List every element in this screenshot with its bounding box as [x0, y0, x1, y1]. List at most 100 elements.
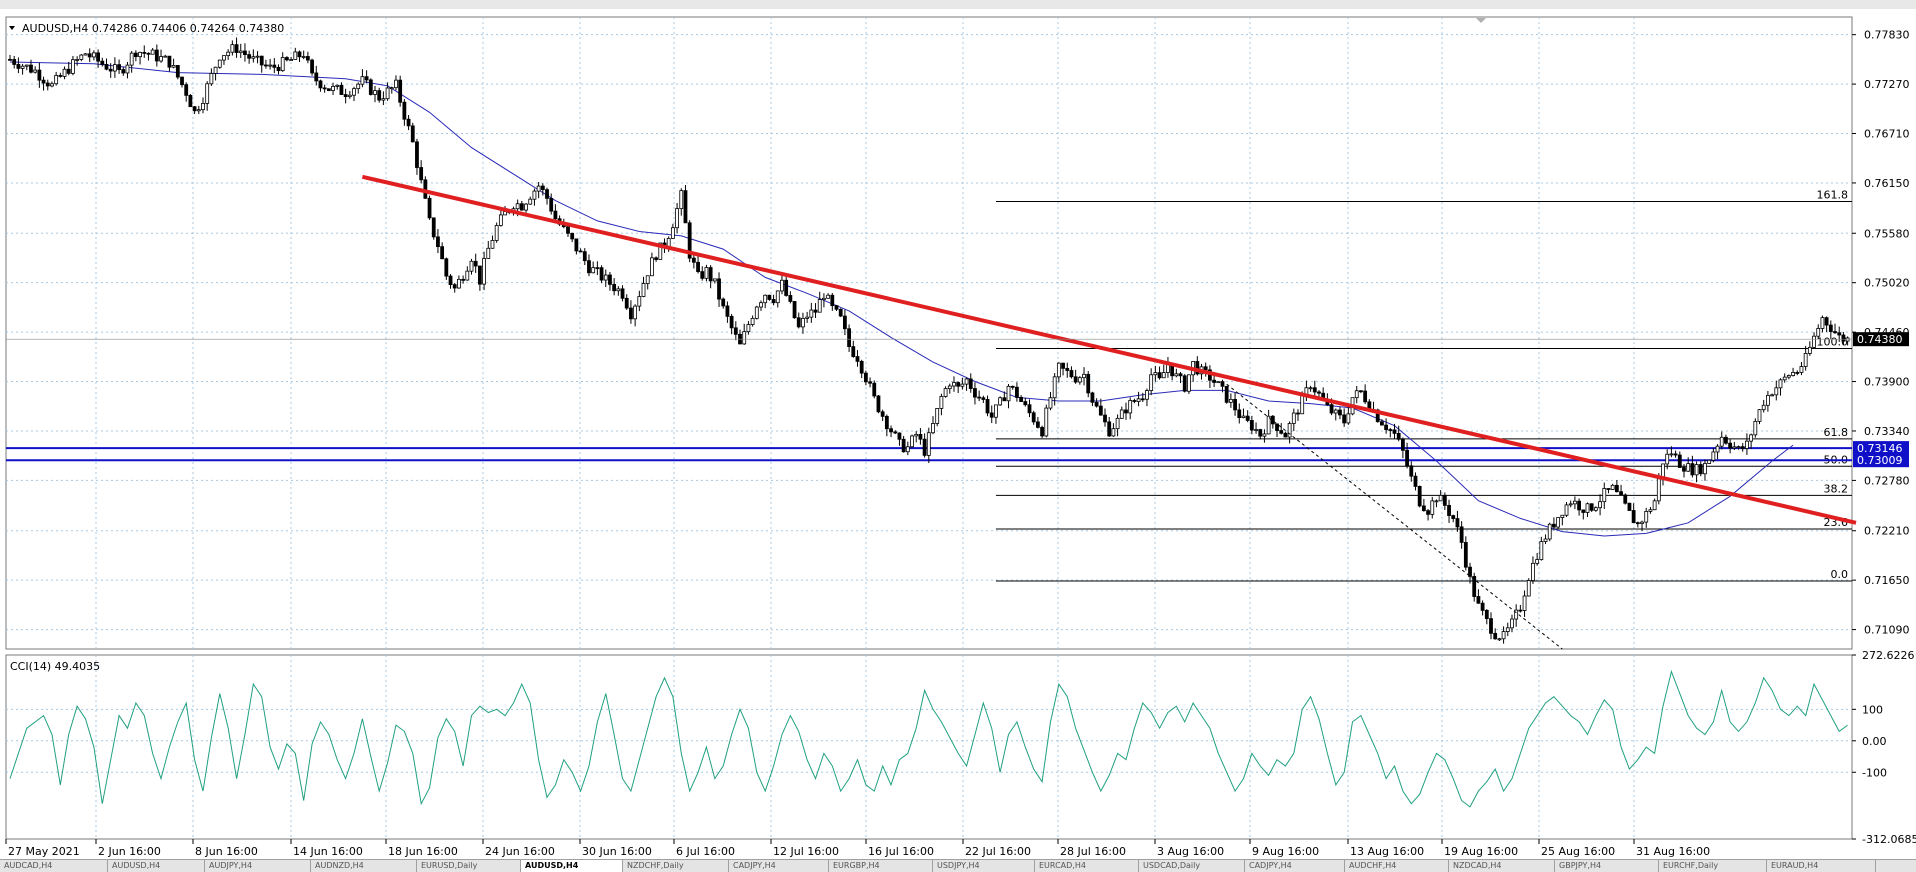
time-tick-label: 12 Jul 16:00	[773, 845, 839, 858]
candle-body	[809, 309, 814, 318]
chart-window[interactable]: 161.8 100.0 61.8 50.0 38.2 23.6 0.0 0.77830 0.7…	[0, 9, 1916, 859]
chart-tab[interactable]: CADJPY,H4	[729, 860, 829, 872]
candle-body	[1346, 413, 1351, 424]
candle-body	[1573, 500, 1577, 505]
candle-body	[587, 260, 591, 274]
candle-body	[1552, 523, 1556, 528]
candle-body	[33, 69, 38, 73]
candle-body	[1480, 602, 1485, 611]
candle-body	[234, 44, 239, 53]
candle-body	[905, 446, 910, 453]
candle-body	[477, 265, 482, 285]
chart-tab[interactable]: AUDCAD,H4	[0, 860, 108, 872]
chart-tab[interactable]: NZDCAD,H4	[1449, 860, 1555, 872]
candle-body	[1761, 404, 1766, 411]
chart-tab[interactable]: EURUSD,Daily	[417, 860, 521, 872]
chart-tab[interactable]: EURAUD,H4	[1767, 860, 1876, 872]
candle-body	[574, 238, 579, 252]
candle-body	[1593, 507, 1598, 511]
candle-body	[8, 58, 12, 61]
chart-tab[interactable]: EURGBP,H4	[829, 860, 933, 872]
chart-tab[interactable]: AUDUSD,H4	[521, 860, 623, 872]
candle-body	[717, 278, 721, 300]
candle-body	[943, 388, 948, 397]
candle-body	[1061, 362, 1065, 369]
candle-body	[1287, 423, 1292, 438]
chart-tab[interactable]: EURCHF,Daily	[1659, 860, 1767, 872]
chart-tabs-bar[interactable]: AUDCAD,H4 AUDUSD,H4 AUDJPY,H4 AUDNZD,H4 EURU…	[0, 859, 1916, 872]
candle-body	[1434, 500, 1439, 503]
candle-body	[960, 383, 965, 387]
drawn-lines[interactable]	[361, 174, 1857, 650]
price-axis[interactable]: 0.77830 0.77270 0.76710 0.76150 0.75580 0.750…	[1852, 29, 1910, 637]
candle-body	[826, 294, 831, 299]
chart-tab[interactable]: NZDCHF,Daily	[623, 860, 729, 872]
candle-body	[230, 44, 235, 53]
candle-body	[637, 296, 642, 307]
cci-tick-label: -100	[1862, 766, 1887, 779]
chart-tab[interactable]: EURCAD,H4	[1035, 860, 1139, 872]
chart-tab[interactable]: AUDCHF,H4	[1345, 860, 1449, 872]
price-tick-label: 0.77830	[1864, 29, 1910, 42]
chart-tab[interactable]: AUDJPY,H4	[205, 860, 311, 872]
candle-body	[721, 298, 726, 307]
candle-body	[650, 257, 654, 277]
candle-body	[83, 53, 88, 56]
candle-body	[1224, 385, 1229, 403]
candle-body	[603, 274, 608, 281]
time-tick-label: 27 May 2021	[8, 845, 80, 858]
candle-body	[1300, 394, 1305, 415]
candle-body	[339, 84, 344, 95]
candle-body	[801, 317, 805, 328]
candle-body	[750, 317, 755, 325]
candle-body	[1841, 334, 1846, 342]
candle-body	[1438, 494, 1443, 502]
chart-tab[interactable]: CADJPY,H4	[1245, 860, 1345, 872]
candle-body	[461, 278, 466, 281]
candle-body	[138, 51, 142, 58]
chart-tab[interactable]: GBPJPY,H4	[1555, 860, 1659, 872]
candle-body	[952, 382, 956, 387]
candle-body	[1585, 503, 1590, 513]
candle-body	[859, 360, 864, 374]
time-tick-label: 19 Aug 16:00	[1444, 845, 1518, 858]
candle-body	[1703, 463, 1707, 475]
candle-body	[939, 396, 944, 409]
chart-tab[interactable]: AUDNZD,H4	[311, 860, 417, 872]
shift-marker-icon[interactable]	[1476, 18, 1486, 23]
candle-body	[1178, 373, 1183, 377]
candle-body	[540, 185, 545, 191]
candle-body	[805, 316, 810, 319]
candle-body	[872, 382, 877, 397]
candle-body	[1035, 421, 1040, 428]
chart-menu-triangle-icon[interactable]	[9, 26, 15, 30]
candle-body	[1828, 324, 1833, 332]
chart-tab[interactable]: AUDUSD,H4	[108, 860, 205, 872]
candle-body	[629, 307, 633, 320]
time-tick-label: 14 Jun 16:00	[293, 845, 363, 858]
price-tick-label: 0.76150	[1864, 177, 1910, 190]
cci-pane-frame	[5, 654, 1853, 840]
chart-tab[interactable]: USDCAD,Daily	[1139, 860, 1245, 872]
candle-body	[1711, 451, 1716, 461]
candle-body	[788, 295, 793, 302]
candle-body	[968, 378, 973, 389]
fib-level-label: 38.2	[1824, 482, 1849, 495]
candle-body	[154, 49, 159, 62]
candle-body	[658, 242, 663, 260]
candle-body	[410, 125, 415, 143]
candle-body	[24, 64, 29, 67]
candle-body	[1187, 374, 1191, 392]
candle-body	[41, 79, 46, 84]
time-tick-label: 3 Aug 16:00	[1157, 845, 1224, 858]
candle-body	[457, 278, 461, 289]
cci-axis[interactable]: 272.6226 100 0.00 -100 -312.0685	[1852, 649, 1916, 846]
candle-body	[305, 56, 310, 61]
candle-body	[981, 397, 986, 400]
candle-body	[545, 189, 549, 199]
chart-tab[interactable]: USDJPY,H4	[933, 860, 1035, 872]
candle-body	[343, 94, 348, 98]
time-axis[interactable]: 27 May 2021 2 Jun 16:00 8 Jun 16:00 14 Jun …	[5, 839, 1710, 858]
